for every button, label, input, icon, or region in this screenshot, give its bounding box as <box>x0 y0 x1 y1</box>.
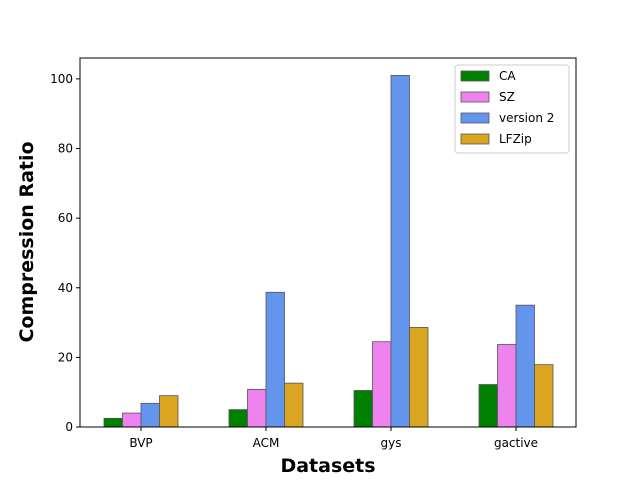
bar-version-2-acm <box>265 291 285 428</box>
bar-ca-gactive <box>478 384 498 428</box>
bar-ca-gys <box>353 390 373 428</box>
bar-sz-bvp <box>122 412 142 428</box>
x-tick-label: gactive <box>494 436 538 450</box>
y-tick-label: 100 <box>50 72 73 86</box>
legend-label: version 2 <box>499 111 554 125</box>
bar-version-2-gactive <box>515 304 535 428</box>
bar-lfzip-gys <box>409 327 429 428</box>
y-tick-label: 80 <box>58 142 73 156</box>
bar-ca-bvp <box>103 417 123 428</box>
y-axis-title: Compression Ratio <box>16 141 38 342</box>
legend-label: LFZip <box>499 132 532 146</box>
bar-version-2-gys <box>390 75 410 428</box>
x-axis-title: Datasets <box>280 455 375 477</box>
legend-swatch <box>460 133 490 145</box>
x-tick-label: gys <box>381 436 402 450</box>
legend-swatch <box>460 70 490 82</box>
bar-lfzip-gactive <box>534 364 554 428</box>
y-axis: 0 20 40 60 80 100 <box>50 72 80 434</box>
bar-ca-acm <box>228 409 248 428</box>
bar-lfzip-bvp <box>159 395 179 428</box>
bars-group <box>103 75 554 428</box>
y-tick-label: 20 <box>58 350 73 364</box>
bar-version-2-bvp <box>140 402 160 428</box>
legend: CA SZ version 2 LFZip <box>454 64 570 154</box>
x-tick-label: ACM <box>253 436 280 450</box>
bar-sz-acm <box>247 389 267 428</box>
legend-label: SZ <box>499 90 515 104</box>
legend-swatch <box>460 112 490 124</box>
plot-frame <box>79 57 577 428</box>
bar-lfzip-acm <box>284 382 304 428</box>
legend-label: CA <box>499 69 516 83</box>
legend-box <box>454 64 570 154</box>
y-tick-label: 40 <box>58 281 73 295</box>
y-tick-label: 60 <box>58 211 73 225</box>
x-tick-label: BVP <box>129 436 152 450</box>
y-tick-label: 0 <box>65 420 73 434</box>
x-axis: BVP ACM gys gactive <box>129 427 538 450</box>
bar-sz-gys <box>372 341 392 428</box>
bar-sz-gactive <box>497 344 517 428</box>
legend-swatch <box>460 91 490 103</box>
